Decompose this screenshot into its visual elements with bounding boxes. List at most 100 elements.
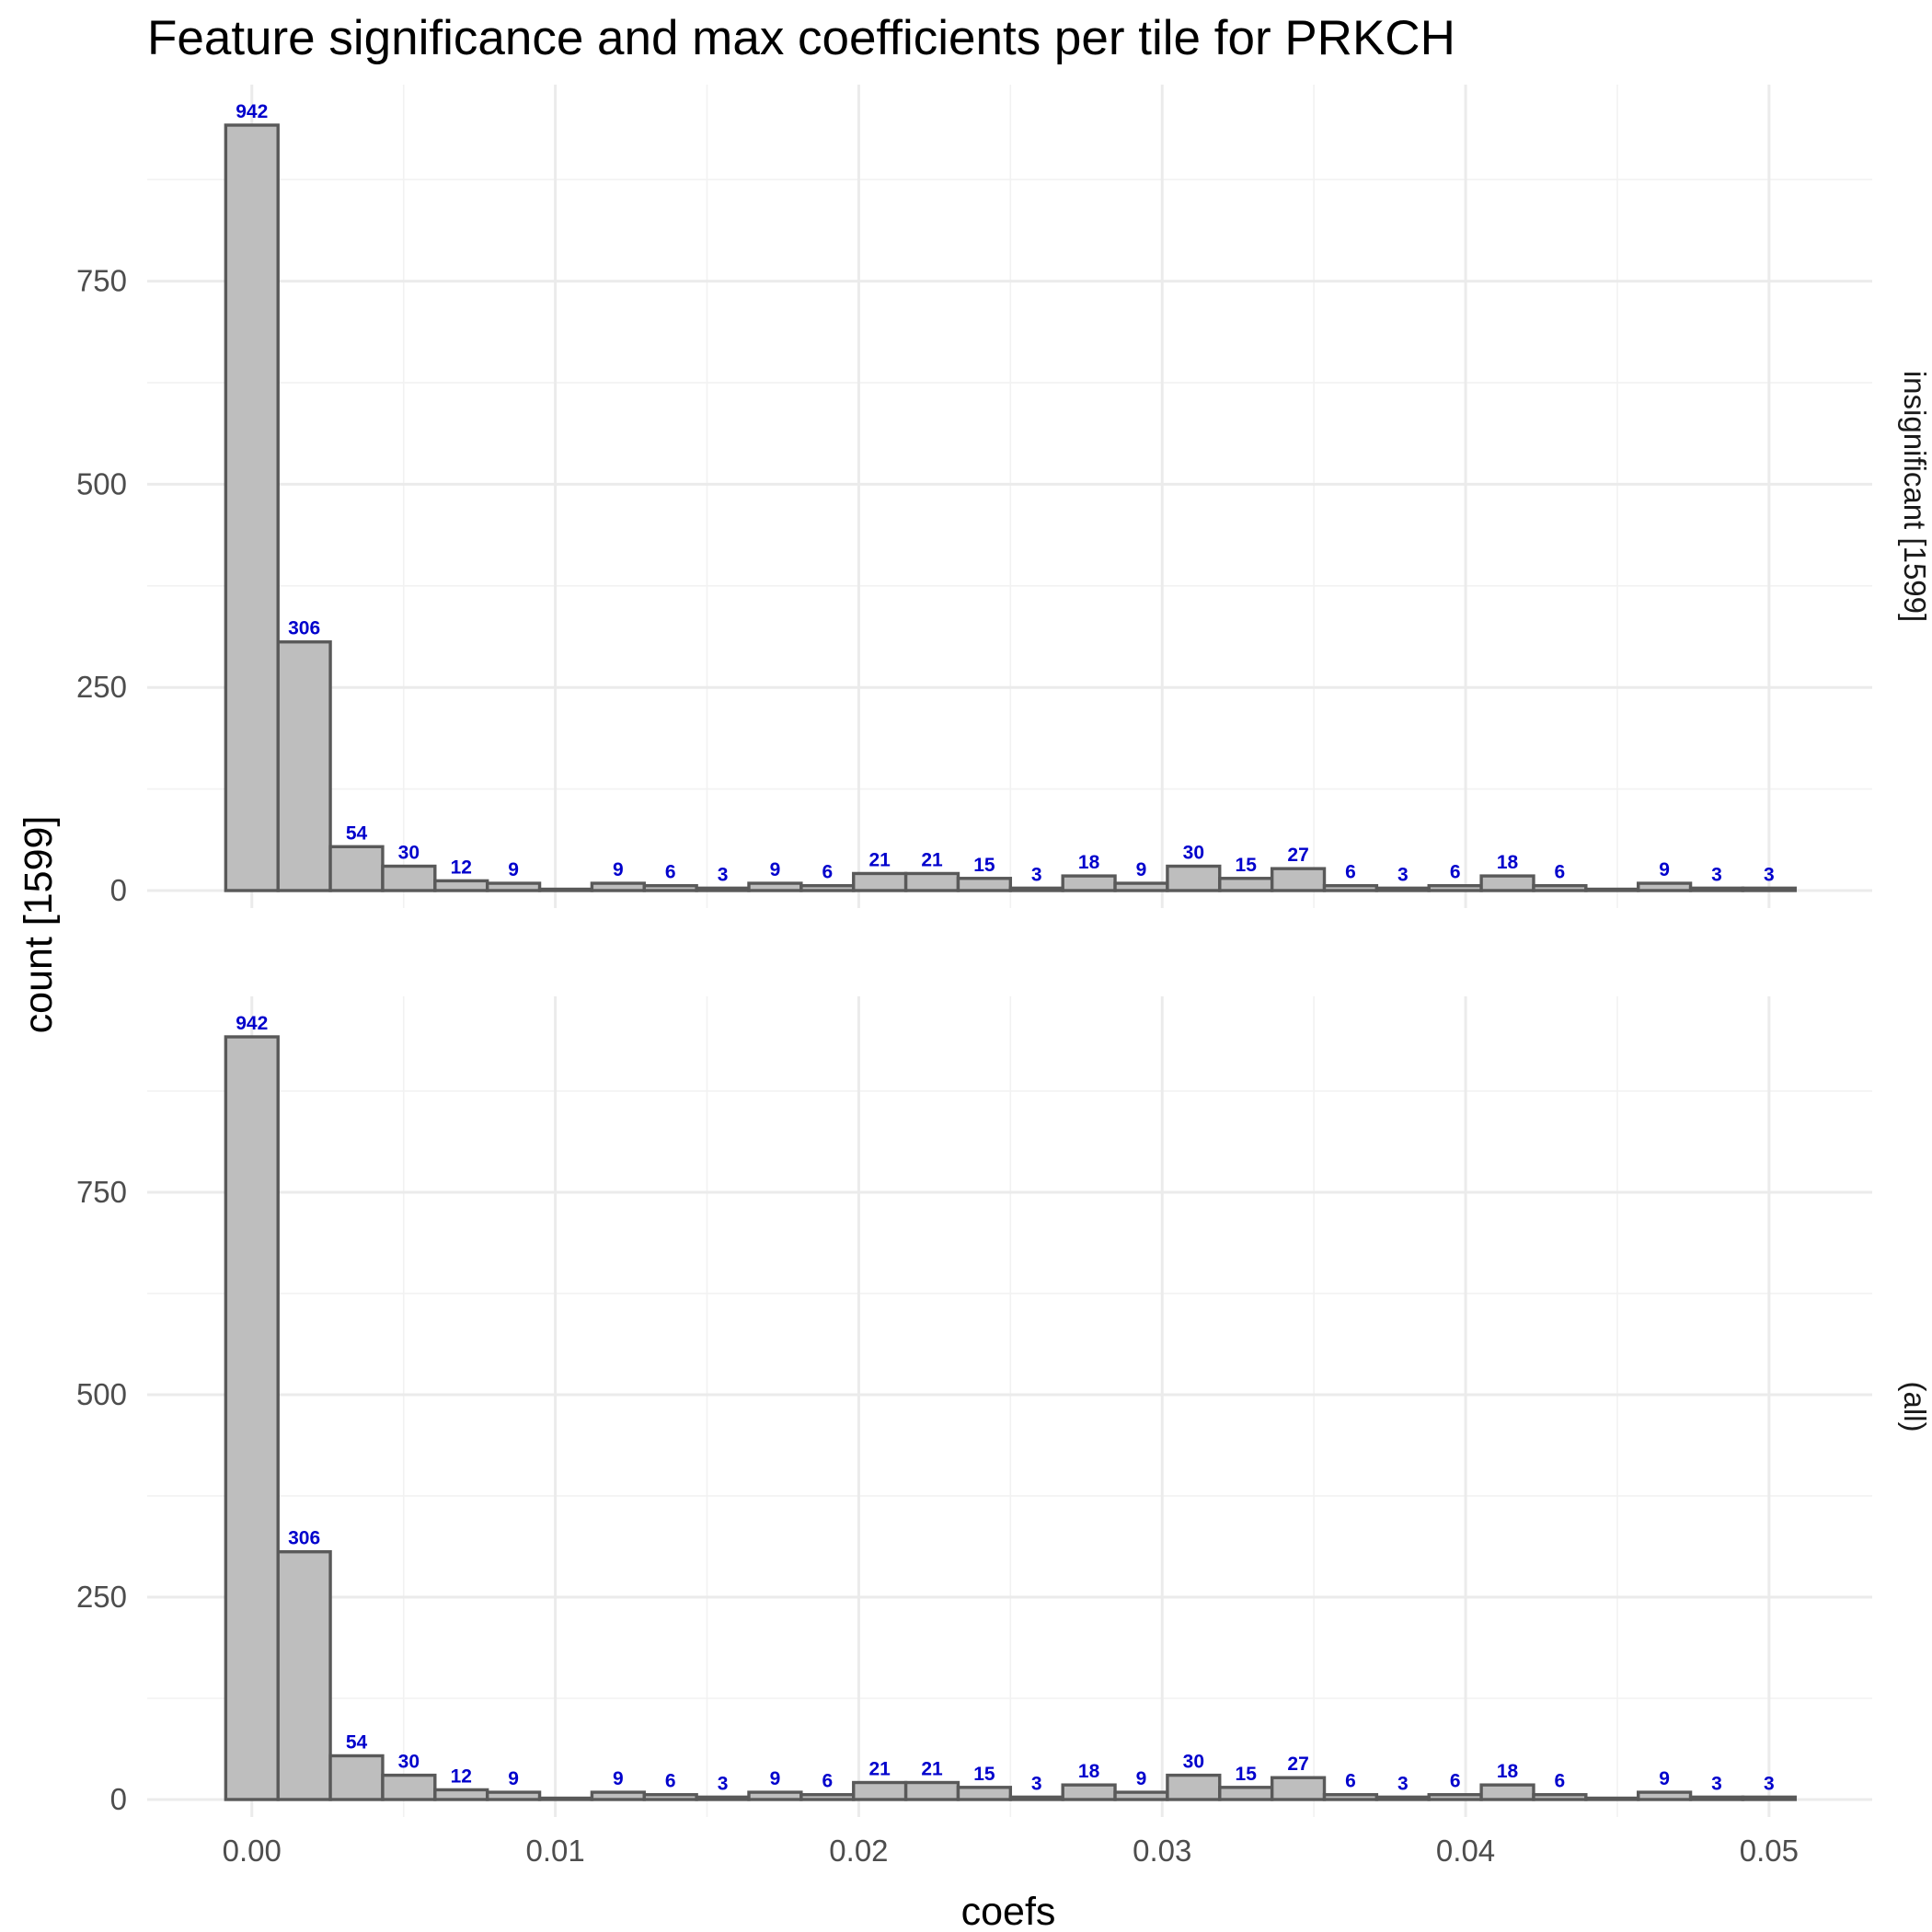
bar-value-label: 3 <box>718 1773 729 1794</box>
chart-title: Feature significance and max coefficient… <box>147 11 1455 65</box>
x-axis-title: coefs <box>961 1890 1056 1932</box>
bar-value-label: 6 <box>822 862 833 883</box>
histogram-bar <box>381 864 437 892</box>
bar-value-label: 30 <box>398 843 420 864</box>
histogram-bar <box>433 879 489 892</box>
histogram-bar <box>903 1780 960 1801</box>
histogram-bar <box>1061 874 1117 892</box>
bar-value-label: 6 <box>1345 862 1356 883</box>
bar-value-label: 3 <box>718 864 729 885</box>
bar-value-label: 9 <box>613 859 624 880</box>
x-tick-label: 0.04 <box>1436 1834 1495 1868</box>
histogram-bar <box>276 1550 332 1801</box>
bar-value-label: 306 <box>288 1528 320 1549</box>
x-tick-label: 0.01 <box>525 1834 584 1868</box>
bar-value-label: 30 <box>398 1752 420 1773</box>
y-tick-label: 0 <box>110 1782 127 1816</box>
facet-strip-label: (all) <box>1898 1382 1932 1432</box>
histogram-bar <box>695 886 751 892</box>
facet-strip-label: insignificant [1599] <box>1898 371 1932 622</box>
bar-value-label: 9 <box>508 859 519 880</box>
histogram-bar <box>747 881 803 892</box>
bar-value-label: 54 <box>346 822 368 844</box>
histogram-bar <box>1637 1790 1693 1801</box>
histogram-bar <box>1427 884 1483 892</box>
histogram-bar <box>956 877 1013 892</box>
histogram-bar <box>590 881 646 892</box>
histogram-bar <box>1218 877 1274 892</box>
histogram-bar <box>1741 1795 1797 1801</box>
histogram-bar <box>537 1796 594 1801</box>
bar-value-label: 12 <box>451 1765 472 1787</box>
histogram-bar <box>1741 886 1797 892</box>
histogram-bar <box>1532 1793 1588 1801</box>
histogram-bar <box>1113 881 1169 892</box>
histogram-bar <box>1637 881 1693 892</box>
bar-value-label: 15 <box>1236 1764 1258 1785</box>
y-tick-label: 500 <box>76 466 127 500</box>
x-tick-label: 0.05 <box>1740 1834 1799 1868</box>
histogram-bar <box>1532 884 1588 892</box>
bar-value-label: 18 <box>1497 852 1519 873</box>
bar-value-label: 18 <box>1497 1761 1519 1782</box>
histogram-bar <box>1427 1793 1483 1801</box>
histogram-bar <box>1374 1795 1431 1801</box>
bar-value-label: 6 <box>1555 1771 1566 1792</box>
y-tick-label: 750 <box>76 264 127 298</box>
bar-value-label: 6 <box>1450 862 1461 883</box>
y-tick-label: 750 <box>76 1175 127 1209</box>
x-tick-label: 0.00 <box>223 1834 282 1868</box>
bar-value-label: 18 <box>1078 1761 1100 1782</box>
bar-value-label: 9 <box>1659 859 1670 880</box>
histogram-bar <box>852 871 908 892</box>
bar-value-label: 9 <box>770 859 781 880</box>
histogram-bar <box>642 1793 698 1801</box>
histogram-bar <box>799 884 856 892</box>
histogram-bar <box>1008 1795 1064 1801</box>
histogram-bar <box>1166 1773 1222 1801</box>
histogram-bar <box>956 1786 1013 1801</box>
histogram-bar <box>485 1790 542 1801</box>
bar-value-label: 306 <box>288 618 320 639</box>
bar-value-label: 3 <box>1031 1773 1042 1794</box>
bar-value-label: 9 <box>1659 1768 1670 1789</box>
bar-value-label: 12 <box>451 857 472 878</box>
histogram-bar <box>224 1035 280 1801</box>
x-tick-label: 0.02 <box>829 1834 888 1868</box>
histogram-bar <box>1374 886 1431 892</box>
bar-value-label: 21 <box>868 849 891 870</box>
histogram-bar <box>903 871 960 892</box>
histogram-bar <box>276 640 332 892</box>
histogram-bar <box>590 1790 646 1801</box>
histogram-bar <box>328 845 385 892</box>
histogram-bar <box>1166 864 1222 892</box>
histogram-bar <box>1584 887 1640 892</box>
bar-value-label: 9 <box>613 1768 624 1789</box>
bar-value-label: 30 <box>1183 843 1204 864</box>
y-tick-label: 500 <box>76 1377 127 1411</box>
bar-value-label: 3 <box>1031 864 1042 885</box>
y-tick-label: 250 <box>76 1580 127 1614</box>
bar-value-label: 27 <box>1287 1754 1308 1775</box>
histogram-bar <box>1008 886 1064 892</box>
bar-value-label: 942 <box>236 101 268 122</box>
bar-value-label: 9 <box>1136 859 1147 880</box>
histogram-bar <box>1270 1776 1327 1801</box>
bar-value-label: 15 <box>1236 855 1258 876</box>
x-axis-ticks: 0.00 0.01 0.02 0.03 0.04 0.05 <box>223 1834 1799 1868</box>
bar-value-label: 18 <box>1078 852 1100 873</box>
bar-value-label: 21 <box>921 1759 943 1780</box>
bar-value-label: 6 <box>1555 862 1566 883</box>
histogram-bar <box>485 881 542 892</box>
bar-value-label: 6 <box>1450 1771 1461 1792</box>
histogram-bar <box>1322 884 1379 892</box>
y-axis-title: count [1599] <box>17 816 61 1034</box>
histogram-bar <box>433 1788 489 1801</box>
y-tick-label: 0 <box>110 873 127 907</box>
histogram-bar <box>1061 1783 1117 1801</box>
bar-value-label: 15 <box>973 855 995 876</box>
histogram-bar <box>1113 1790 1169 1801</box>
histogram-bar <box>1584 1796 1640 1801</box>
bar-value-label: 27 <box>1287 845 1308 866</box>
